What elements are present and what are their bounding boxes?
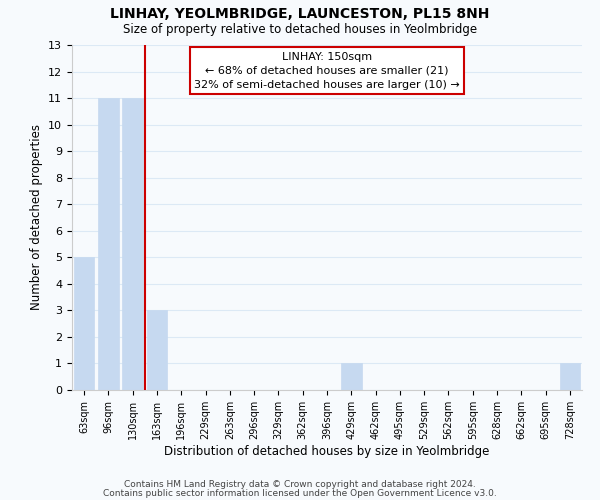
Bar [74,258,94,390]
Bar [98,98,119,390]
Bar [560,364,580,390]
Text: LINHAY: 150sqm
← 68% of detached houses are smaller (21)
32% of semi-detached ho: LINHAY: 150sqm ← 68% of detached houses … [194,52,460,90]
Y-axis label: Number of detached properties: Number of detached properties [29,124,43,310]
Text: Contains public sector information licensed under the Open Government Licence v3: Contains public sector information licen… [103,488,497,498]
Text: Size of property relative to detached houses in Yeolmbridge: Size of property relative to detached ho… [123,22,477,36]
Bar [146,310,167,390]
Text: LINHAY, YEOLMBRIDGE, LAUNCESTON, PL15 8NH: LINHAY, YEOLMBRIDGE, LAUNCESTON, PL15 8N… [110,8,490,22]
Text: Contains HM Land Registry data © Crown copyright and database right 2024.: Contains HM Land Registry data © Crown c… [124,480,476,489]
Bar [341,364,362,390]
X-axis label: Distribution of detached houses by size in Yeolmbridge: Distribution of detached houses by size … [164,444,490,458]
Bar [122,98,143,390]
